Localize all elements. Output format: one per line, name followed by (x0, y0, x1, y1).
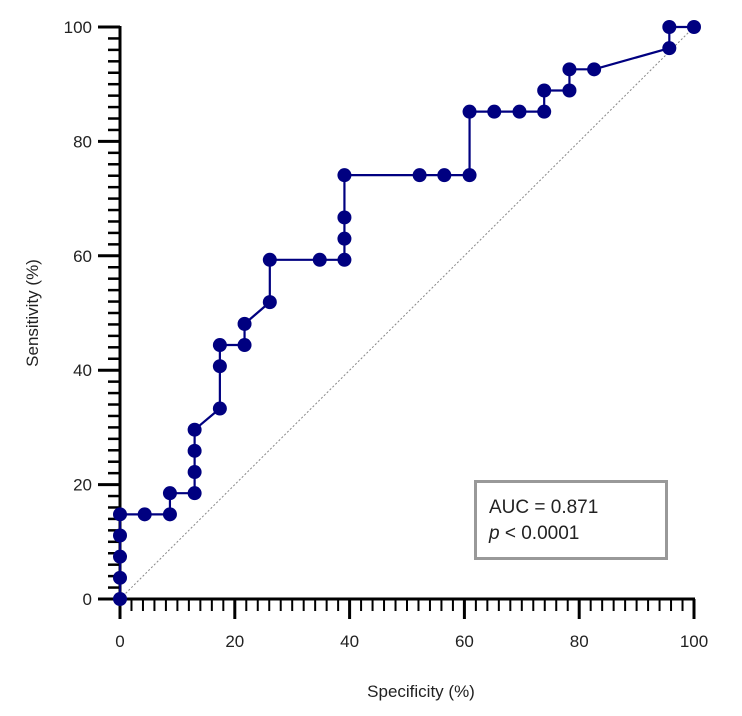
roc-data-point (187, 422, 202, 437)
tick-labels: 0 20 40 60 80 100 0 20 40 60 80 100 (64, 18, 709, 651)
roc-data-point (662, 41, 677, 56)
roc-data-point (537, 83, 552, 98)
p-symbol: p (489, 523, 500, 544)
roc-data-point (187, 443, 202, 458)
roc-data-point (113, 528, 127, 543)
roc-data-point (113, 570, 127, 585)
roc-data-point (662, 20, 677, 34)
roc-data-point (487, 104, 502, 119)
x-tick-label: 20 (225, 632, 244, 651)
x-tick-label: 40 (340, 632, 359, 651)
roc-data-point (512, 104, 527, 119)
roc-data-point (113, 507, 127, 522)
auc-annotation-box: AUC = 0.871 p < 0.0001 (474, 480, 668, 560)
roc-data-point (162, 507, 177, 522)
roc-data-point (462, 168, 477, 183)
y-tick-label: 40 (73, 361, 92, 380)
roc-data-point (337, 168, 352, 183)
roc-data-point (113, 549, 127, 564)
x-tick-label: 80 (570, 632, 589, 651)
roc-data-point (337, 210, 352, 225)
roc-data-point (462, 104, 477, 119)
x-tick-label: 0 (115, 632, 124, 651)
x-tick-label: 100 (680, 632, 708, 651)
roc-data-point (562, 83, 577, 98)
roc-data-point (412, 168, 427, 183)
y-tick-label: 60 (73, 247, 92, 266)
roc-data-point (687, 20, 701, 34)
y-tick-label: 80 (73, 132, 92, 151)
roc-data-point (262, 295, 277, 310)
p-value: p < 0.0001 (489, 523, 579, 545)
roc-data-point (262, 252, 277, 267)
y-tick-label: 0 (83, 590, 92, 609)
y-tick-label: 100 (64, 18, 92, 37)
roc-data-point (212, 338, 227, 353)
roc-data-point (437, 168, 452, 183)
x-tick-label: 60 (455, 632, 474, 651)
roc-data-point (337, 252, 352, 267)
roc-data-point (562, 62, 577, 77)
roc-data-point (237, 338, 252, 353)
roc-data-point (137, 507, 152, 522)
roc-data-point (312, 252, 327, 267)
roc-series (113, 20, 701, 606)
p-value-text: < 0.0001 (499, 523, 580, 544)
reference-diagonal-line (119, 26, 695, 600)
reference-line-layer (119, 26, 695, 600)
roc-data-point (537, 104, 552, 119)
roc-data-point (587, 62, 602, 77)
roc-data-point (212, 359, 227, 374)
roc-data-point (187, 465, 202, 480)
x-axis-title: Specificity (%) (367, 682, 475, 701)
roc-data-point (162, 486, 177, 501)
y-tick-label: 20 (73, 476, 92, 495)
auc-value: AUC = 0.871 (489, 497, 599, 518)
y-axis-title: Sensitivity (%) (23, 259, 42, 367)
roc-data-point (113, 592, 127, 606)
roc-data-point (212, 401, 227, 416)
roc-data-point (337, 231, 352, 246)
roc-data-point (187, 486, 202, 501)
roc-data-point (237, 316, 252, 331)
